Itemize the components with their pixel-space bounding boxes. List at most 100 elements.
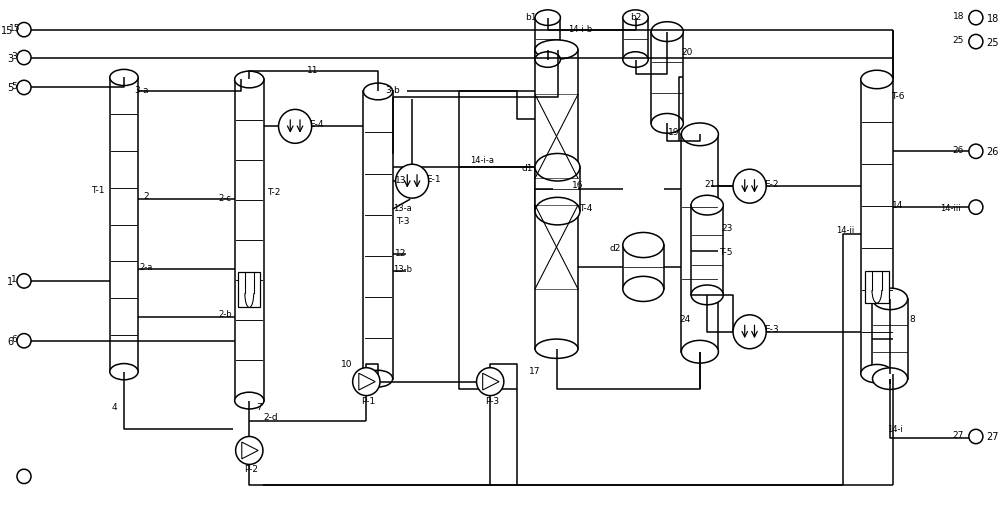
Text: 27: 27 — [953, 430, 964, 439]
Text: 13-a: 13-a — [393, 203, 412, 212]
Text: 2-a: 2-a — [139, 263, 153, 272]
Text: 17: 17 — [529, 367, 541, 375]
Text: E-2: E-2 — [764, 179, 778, 188]
Text: T-4: T-4 — [579, 203, 592, 212]
Ellipse shape — [872, 368, 908, 390]
Circle shape — [17, 334, 31, 348]
Text: 15: 15 — [1, 26, 13, 35]
Text: 1: 1 — [11, 275, 17, 284]
Text: d2: d2 — [609, 243, 621, 252]
Text: 1: 1 — [7, 276, 13, 286]
Bar — [535, 19, 560, 61]
Bar — [651, 32, 683, 124]
Text: 2-c: 2-c — [218, 193, 231, 202]
Text: 25: 25 — [953, 36, 964, 45]
Text: 3: 3 — [7, 54, 13, 64]
Ellipse shape — [651, 23, 683, 42]
Circle shape — [17, 469, 31, 484]
Text: 26: 26 — [987, 147, 999, 157]
Ellipse shape — [235, 72, 264, 89]
Circle shape — [17, 51, 31, 66]
Text: T-6: T-6 — [891, 92, 905, 100]
Polygon shape — [359, 374, 375, 390]
Ellipse shape — [535, 11, 560, 26]
Text: P-1: P-1 — [361, 396, 375, 406]
Circle shape — [279, 110, 312, 144]
Ellipse shape — [681, 341, 718, 364]
Text: 2-b: 2-b — [218, 310, 232, 319]
Ellipse shape — [691, 196, 723, 216]
Text: 14-i-a: 14-i-a — [470, 156, 494, 165]
Circle shape — [969, 429, 983, 444]
Ellipse shape — [681, 124, 718, 146]
Bar — [681, 135, 718, 352]
Text: d1: d1 — [521, 164, 533, 172]
Bar — [865, 271, 889, 304]
Ellipse shape — [363, 84, 393, 100]
Circle shape — [396, 165, 429, 199]
Text: E-1: E-1 — [426, 174, 441, 183]
Text: 14: 14 — [892, 200, 904, 209]
Ellipse shape — [535, 339, 578, 359]
Ellipse shape — [623, 277, 664, 302]
Bar — [535, 50, 578, 349]
Text: 5: 5 — [7, 83, 13, 93]
Ellipse shape — [691, 285, 723, 305]
Text: 12: 12 — [395, 248, 406, 257]
Text: P-2: P-2 — [244, 464, 258, 473]
Text: 23: 23 — [721, 223, 733, 232]
Text: 15: 15 — [8, 24, 20, 33]
Text: b2: b2 — [630, 13, 641, 22]
Circle shape — [353, 368, 380, 396]
Text: 14-i: 14-i — [887, 424, 903, 433]
Bar — [110, 78, 138, 372]
Text: 27: 27 — [987, 432, 999, 441]
Text: 3-b: 3-b — [385, 86, 400, 95]
Ellipse shape — [535, 41, 578, 60]
Ellipse shape — [363, 371, 393, 387]
Ellipse shape — [861, 365, 893, 383]
Text: 13-b: 13-b — [393, 265, 412, 274]
Text: P-3: P-3 — [485, 396, 499, 406]
Text: T-5: T-5 — [719, 247, 733, 256]
Text: 19: 19 — [668, 128, 679, 136]
Text: 7: 7 — [256, 402, 262, 411]
Text: 4: 4 — [111, 402, 117, 411]
Text: 2: 2 — [143, 191, 149, 200]
Circle shape — [236, 437, 263, 465]
Text: 14-iii: 14-iii — [940, 203, 960, 212]
Circle shape — [969, 200, 983, 215]
Circle shape — [17, 81, 31, 95]
Circle shape — [17, 23, 31, 38]
Text: 13: 13 — [395, 175, 406, 184]
Ellipse shape — [110, 364, 138, 380]
Text: 2-d: 2-d — [263, 412, 278, 421]
Circle shape — [969, 35, 983, 49]
Bar — [363, 92, 393, 379]
Text: T-1: T-1 — [91, 185, 105, 194]
Circle shape — [969, 145, 983, 159]
Ellipse shape — [623, 233, 664, 258]
Text: 26: 26 — [953, 145, 964, 155]
Text: 21: 21 — [704, 179, 715, 188]
Text: 18: 18 — [953, 12, 964, 21]
Ellipse shape — [623, 53, 648, 68]
Ellipse shape — [535, 53, 560, 68]
Bar — [623, 245, 664, 289]
Circle shape — [733, 315, 766, 349]
Text: 14-i-b: 14-i-b — [568, 25, 592, 34]
Text: 10: 10 — [341, 360, 353, 369]
Ellipse shape — [861, 71, 893, 89]
Text: b1: b1 — [525, 13, 537, 22]
Ellipse shape — [535, 154, 580, 182]
Text: 3: 3 — [11, 52, 17, 61]
Ellipse shape — [623, 11, 648, 26]
Text: 18: 18 — [987, 14, 999, 24]
Ellipse shape — [235, 392, 264, 409]
Text: 25: 25 — [987, 37, 999, 47]
Circle shape — [17, 274, 31, 288]
Ellipse shape — [110, 70, 138, 86]
Text: 6: 6 — [7, 336, 13, 346]
Bar — [691, 206, 723, 295]
Text: T-2: T-2 — [267, 188, 280, 197]
